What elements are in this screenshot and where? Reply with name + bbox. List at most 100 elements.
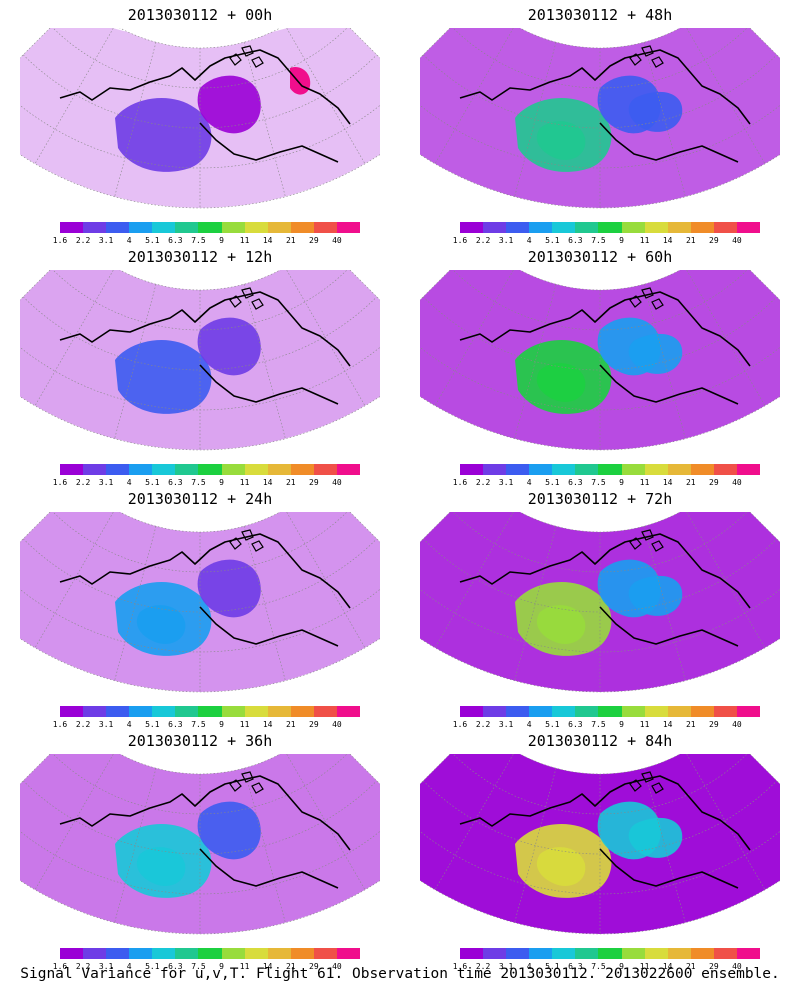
colorbar-swatch	[575, 464, 599, 475]
colorbar-label: 1.6	[52, 720, 68, 729]
colorbar-swatch	[621, 464, 645, 475]
coastline	[59, 775, 351, 889]
longitude-line	[434, 28, 514, 164]
colorbar-label: 1.6	[52, 962, 68, 971]
colorbar-swatch	[552, 222, 576, 233]
colorbar-swatch	[336, 706, 361, 717]
colorbar-label: 5.1	[145, 720, 160, 729]
longitude-line	[434, 270, 514, 406]
longitude-line	[514, 284, 557, 439]
panel-title: 2013030112 + 00h	[127, 6, 273, 24]
latitude-line	[20, 396, 380, 451]
panel-title: 2013030112 + 48h	[527, 6, 673, 24]
arctic-islands	[629, 529, 664, 552]
panel-title: 2013030112 + 12h	[127, 248, 273, 266]
longitude-line	[643, 768, 686, 923]
colorbar-swatch	[60, 706, 84, 717]
colorbar-label: 5.1	[545, 720, 560, 729]
colorbar-label: 6.3	[568, 962, 583, 971]
colorbar-label: 11	[639, 236, 650, 245]
colorbar-swatch	[221, 464, 245, 475]
polar-map	[20, 270, 380, 451]
coastline	[459, 533, 751, 647]
colorbar-labels: 1.6 2.2 3.1 4 5.1 6.3 7.5 9 11 14 21 29 40	[53, 236, 360, 246]
colorbar-labels: 1.6 2.2 3.1 4 5.1 6.3 7.5 9 11 14 21 29 40	[453, 478, 760, 488]
map-panel: 2013030112 + 36h 1.6 2.2 3.1 4 5.1 6.3 7.5 9 11 14…	[0, 726, 400, 976]
latitude-line	[119, 512, 281, 533]
colorbar-label: 7.5	[191, 720, 206, 729]
latitude-line	[519, 512, 681, 533]
latitude-line	[519, 270, 681, 291]
colorbar-label: 7.5	[591, 962, 606, 971]
colorbar-label: 40	[732, 962, 742, 971]
colorbar	[460, 464, 761, 475]
colorbar-label: 4	[126, 962, 132, 971]
colorbar-swatch	[336, 464, 361, 475]
colorbar-swatch	[736, 948, 761, 959]
colorbar-swatch	[644, 706, 668, 717]
colorbar-label: 40	[332, 236, 342, 245]
colorbar-label: 14	[262, 236, 273, 245]
colorbar-label: 9	[219, 478, 224, 487]
latitude-line	[519, 754, 681, 775]
latitude-line	[423, 538, 777, 613]
colorbar-swatch	[621, 222, 645, 233]
colorbar-label: 4	[526, 478, 532, 487]
colorbar-label: 11	[639, 478, 650, 487]
colorbar-label: 14	[262, 720, 273, 729]
colorbar-label: 14	[662, 478, 673, 487]
colorbar-swatch	[552, 706, 576, 717]
colorbar-swatch	[736, 706, 761, 717]
colorbar-swatch	[290, 706, 314, 717]
variance-contour	[136, 605, 186, 644]
colorbar-swatch	[221, 706, 245, 717]
colorbar-label: 3.1	[98, 720, 114, 729]
colorbar-label: 9	[619, 236, 624, 245]
colorbar-label: 3.1	[498, 478, 514, 487]
colorbar-swatch	[529, 464, 553, 475]
variance-contour	[197, 75, 261, 134]
colorbar-label: 21	[285, 962, 296, 971]
panel-title: 2013030112 + 36h	[127, 732, 273, 750]
colorbar	[60, 222, 361, 233]
colorbar-labels: 1.6 2.2 3.1 4 5.1 6.3 7.5 9 11 14 21 29 40	[53, 720, 360, 730]
arctic-islands	[629, 45, 664, 68]
colorbar-swatch	[152, 948, 176, 959]
variance-contour	[197, 559, 261, 618]
colorbar-label: 40	[732, 720, 742, 729]
colorbar-labels: 1.6 2.2 3.1 4 5.1 6.3 7.5 9 11 14 21 29 40	[453, 962, 760, 972]
colorbar-label: 11	[639, 720, 650, 729]
colorbar-label: 29	[309, 962, 319, 971]
latitude-line	[20, 154, 380, 209]
longitude-line	[686, 270, 766, 406]
colorbar-label: 2.2	[475, 720, 491, 729]
colorbar-label: 14	[662, 720, 673, 729]
colorbar-label: 3.1	[498, 962, 514, 971]
longitude-line	[286, 754, 366, 890]
latitude-line	[420, 154, 780, 209]
colorbar-swatch	[690, 948, 714, 959]
coastline	[59, 291, 351, 405]
colorbar-label: 6.3	[568, 478, 583, 487]
colorbar-swatch	[106, 948, 130, 959]
colorbar-label: 1.6	[52, 236, 68, 245]
longitude-line	[34, 754, 114, 890]
map-panel: 2013030112 + 84h 1.6 2.2 3.1 4 5.1 6.3 7.5 9 11 14…	[400, 726, 800, 976]
latitude-line	[423, 296, 777, 371]
colorbar-label: 4	[126, 236, 132, 245]
colorbar-swatch	[129, 948, 153, 959]
colorbar-swatch	[598, 464, 622, 475]
polar-map	[20, 754, 380, 935]
colorbar	[460, 706, 761, 717]
colorbar-swatch	[244, 464, 268, 475]
colorbar-swatch	[667, 464, 691, 475]
longitude-line	[114, 768, 157, 923]
polar-map	[420, 270, 780, 451]
colorbar-swatch	[552, 464, 576, 475]
panel-title: 2013030112 + 72h	[527, 490, 673, 508]
colorbar-swatch	[106, 222, 130, 233]
colorbar-swatch	[313, 706, 337, 717]
colorbar-swatch	[460, 948, 484, 959]
coastline	[459, 49, 751, 163]
colorbar-label: 9	[219, 236, 224, 245]
